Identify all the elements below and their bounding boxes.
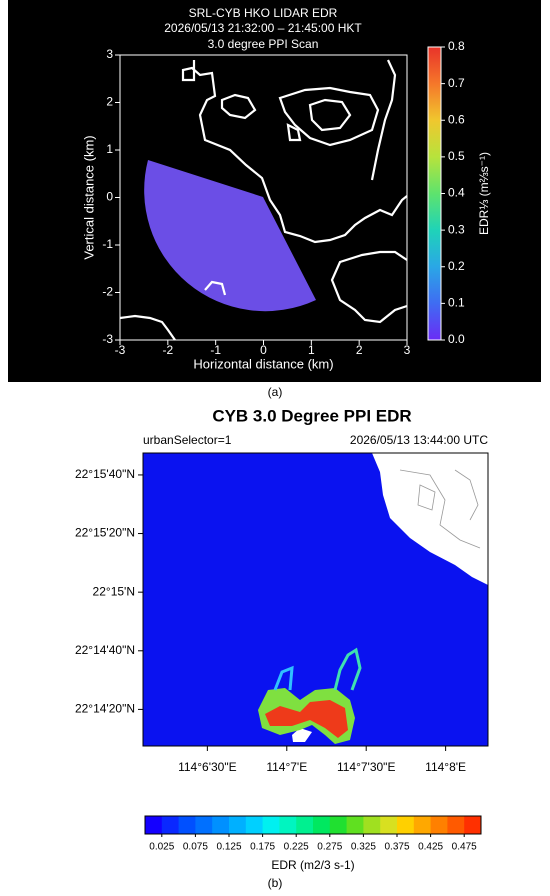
colorbar-box xyxy=(363,816,381,834)
colorbar-tick-label: 0.075 xyxy=(183,842,208,853)
x-tick-label: 3 xyxy=(404,343,411,357)
caption: (a) xyxy=(268,385,283,399)
y-tick-label: 22°15'40"N xyxy=(75,467,135,481)
colorbar-box xyxy=(464,816,482,834)
chart-title: SRL-CYB HKO LIDAR EDR xyxy=(189,6,338,20)
colorbar-box xyxy=(161,816,180,834)
colorbar-box xyxy=(145,816,163,834)
colorbar-box xyxy=(195,816,213,834)
x-tick-label: -2 xyxy=(162,343,173,357)
colorbar-box xyxy=(279,816,297,834)
x-tick-label: -1 xyxy=(210,343,221,357)
x-tick-label: 1 xyxy=(308,343,315,357)
colorbar-tick-label: 0.6 xyxy=(448,112,465,126)
x-axis-label: Horizontal distance (km) xyxy=(193,356,333,371)
y-tick-label: 22°14'40"N xyxy=(75,643,135,657)
y-tick-label: 22°15'N xyxy=(93,584,135,598)
y-tick-label: -1 xyxy=(102,237,113,251)
colorbar-tick-label: 0.0 xyxy=(448,332,465,346)
colorbar xyxy=(427,46,442,341)
colorbar-tick-label: 0.425 xyxy=(418,842,443,853)
colorbar-box xyxy=(262,816,280,834)
colorbar-box xyxy=(329,816,348,834)
scan-sector xyxy=(144,160,316,312)
caption: (b) xyxy=(268,876,283,890)
coastline xyxy=(119,59,408,341)
colorbar-tick-label: 0.375 xyxy=(384,842,409,853)
colorbar-tick-label: 0.125 xyxy=(216,842,241,853)
colorbar-frame xyxy=(144,815,482,835)
colorbar-box xyxy=(397,816,415,834)
y-tick-label: -3 xyxy=(102,332,113,346)
y-tick-label: 2 xyxy=(106,95,113,109)
colorbar-box xyxy=(430,816,448,834)
land-contours xyxy=(399,469,481,549)
plot-frame xyxy=(142,452,489,747)
colorbar-box xyxy=(413,816,432,834)
y-tick-label: 22°14'20"N xyxy=(75,702,135,716)
colorbar-tick-label: 0.325 xyxy=(351,842,376,853)
note: 2026/05/13 13:44:00 UTC xyxy=(350,433,488,447)
colorbar-box xyxy=(447,816,465,834)
y-tick-label: 22°15'20"N xyxy=(75,526,135,540)
chart-title: 2026/05/13 21:32:00 – 21:45:00 HKT xyxy=(164,21,362,35)
colorbar-box xyxy=(380,816,398,834)
colorbar-tick-label: 0.475 xyxy=(452,842,477,853)
colorbar-box xyxy=(178,816,196,834)
colorbar-box xyxy=(212,816,230,834)
x-tick-label: -3 xyxy=(115,343,126,357)
x-tick-label: 114°7'E xyxy=(266,760,307,774)
x-tick-label: 114°6'30"E xyxy=(178,760,237,774)
land xyxy=(292,728,312,742)
colorbar-tick-label: 0.4 xyxy=(448,186,465,200)
note: urbanSelector=1 xyxy=(143,433,232,447)
y-tick-label: -2 xyxy=(102,285,113,299)
colorbar-tick-label: 0.3 xyxy=(448,222,465,236)
chart-title: 3.0 degree PPI Scan xyxy=(208,37,319,51)
colorbar-box xyxy=(245,816,264,834)
colorbar-box xyxy=(313,816,331,834)
colorbar-label: EDR (m2/3 s-1) xyxy=(271,858,354,872)
x-tick-label: 0 xyxy=(260,343,267,357)
colorbar-tick-label: 0.1 xyxy=(448,296,465,310)
y-tick-label: 1 xyxy=(106,142,113,156)
colorbar-tick-label: 0.8 xyxy=(448,39,465,53)
x-tick-label: 2 xyxy=(356,343,363,357)
x-tick-label: 114°8'E xyxy=(425,760,466,774)
land xyxy=(372,453,488,585)
colorbar-box xyxy=(229,816,247,834)
panel-a xyxy=(119,54,408,341)
chart-title: CYB 3.0 Degree PPI EDR xyxy=(212,406,411,425)
y-axis-label: Vertical distance (km) xyxy=(81,135,96,259)
colorbar-tick-label: 0.2 xyxy=(448,259,465,273)
panel-b xyxy=(142,452,489,747)
colorbar-tick-label: 0.5 xyxy=(448,149,465,163)
colorbar-tick-label: 0.225 xyxy=(284,842,309,853)
colorbar-tick-label: 0.7 xyxy=(448,76,465,90)
colorbar-tick-label: 0.025 xyxy=(149,842,174,853)
edr-plume xyxy=(258,647,362,744)
y-tick-label: 3 xyxy=(106,47,113,61)
colorbar-box xyxy=(296,816,314,834)
colorbar-box xyxy=(346,816,364,834)
colorbar-tick-label: 0.175 xyxy=(250,842,275,853)
colorbar-tick-label: 0.275 xyxy=(317,842,342,853)
colorbar-label: EDR⅓ (m⅔s⁻¹) xyxy=(477,152,491,235)
y-tick-label: 0 xyxy=(106,190,113,204)
x-tick-label: 114°7'30"E xyxy=(337,760,396,774)
